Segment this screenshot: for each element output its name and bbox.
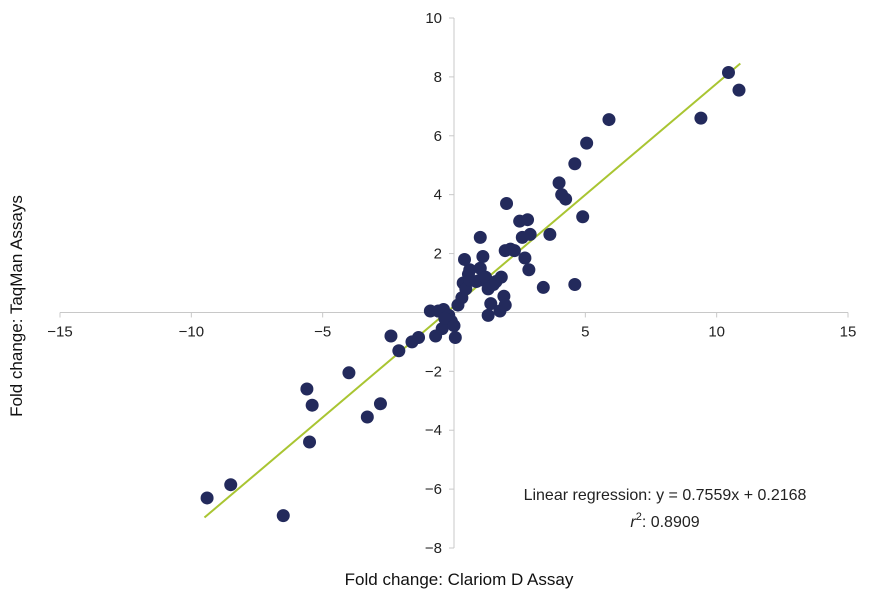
y-tick-label: 10: [425, 10, 442, 27]
data-point: [694, 111, 708, 125]
y-tick-label: −2: [425, 363, 442, 380]
y-tick-label: 4: [434, 187, 442, 204]
trendline-group: [203, 62, 741, 519]
data-point: [473, 230, 487, 244]
data-point: [429, 329, 443, 343]
data-point: [276, 509, 290, 523]
data-point: [518, 251, 532, 265]
data-point: [507, 244, 521, 258]
y-tick-label: 6: [434, 128, 442, 145]
regression-equation: Linear regression: y = 0.7559x + 0.2168: [524, 487, 807, 504]
r-symbol: r: [630, 514, 636, 531]
data-point: [342, 366, 356, 380]
y-axis-ticks: −8−6−4−20246810: [425, 10, 454, 557]
data-point: [568, 277, 582, 291]
y-axis-title: Fold change: TaqMan Assays: [7, 195, 26, 417]
axes: [60, 18, 848, 548]
x-tick-label: 10: [708, 323, 725, 340]
data-point: [602, 113, 616, 127]
y-tick-label: −4: [425, 422, 442, 439]
data-point: [576, 210, 590, 224]
data-point: [500, 197, 514, 210]
data-point: [721, 65, 735, 79]
data-points: [200, 65, 746, 523]
y-tick-label: 8: [434, 69, 442, 86]
data-point: [392, 344, 406, 358]
r-squared-value: : 0.8909: [642, 514, 700, 531]
x-axis-title: Fold change: Clariom D Assay: [345, 570, 574, 589]
data-point: [552, 176, 566, 190]
data-point: [438, 311, 452, 325]
data-point: [303, 435, 317, 449]
x-tick-label: −10: [179, 323, 204, 340]
regression-line: [203, 62, 741, 519]
y-tick-label: −6: [425, 481, 442, 498]
data-point: [447, 319, 461, 333]
x-tick-label: 5: [581, 323, 589, 340]
data-point: [521, 213, 535, 227]
data-point: [543, 227, 557, 241]
r-squared-label: r2: 0.8909: [630, 511, 699, 531]
data-point: [448, 330, 462, 344]
data-point: [300, 382, 314, 396]
data-point: [522, 263, 536, 277]
data-point: [498, 298, 512, 312]
data-point: [384, 329, 398, 343]
data-point: [305, 398, 319, 412]
data-point: [536, 280, 550, 294]
data-point: [458, 252, 472, 266]
x-axis-ticks: −15 −10 −5 5 10 15: [47, 312, 856, 340]
data-point: [200, 491, 214, 505]
data-point: [559, 192, 573, 206]
x-tick-label: 15: [840, 323, 857, 340]
data-point: [412, 330, 426, 344]
data-point: [360, 410, 374, 424]
data-point: [463, 263, 477, 277]
data-point: [523, 227, 537, 241]
data-point: [732, 83, 746, 97]
x-tick-label: −5: [314, 323, 331, 340]
x-tick-label: −15: [47, 323, 72, 340]
data-point: [494, 270, 508, 284]
y-tick-label: −8: [425, 540, 442, 557]
data-point: [476, 250, 490, 263]
data-point: [481, 308, 495, 322]
data-point: [484, 297, 498, 311]
r-superscript: 2: [636, 511, 642, 523]
data-point: [568, 157, 582, 171]
data-point: [224, 478, 238, 492]
data-point: [373, 397, 387, 411]
y-tick-label: 2: [434, 246, 442, 263]
data-point: [580, 136, 594, 150]
